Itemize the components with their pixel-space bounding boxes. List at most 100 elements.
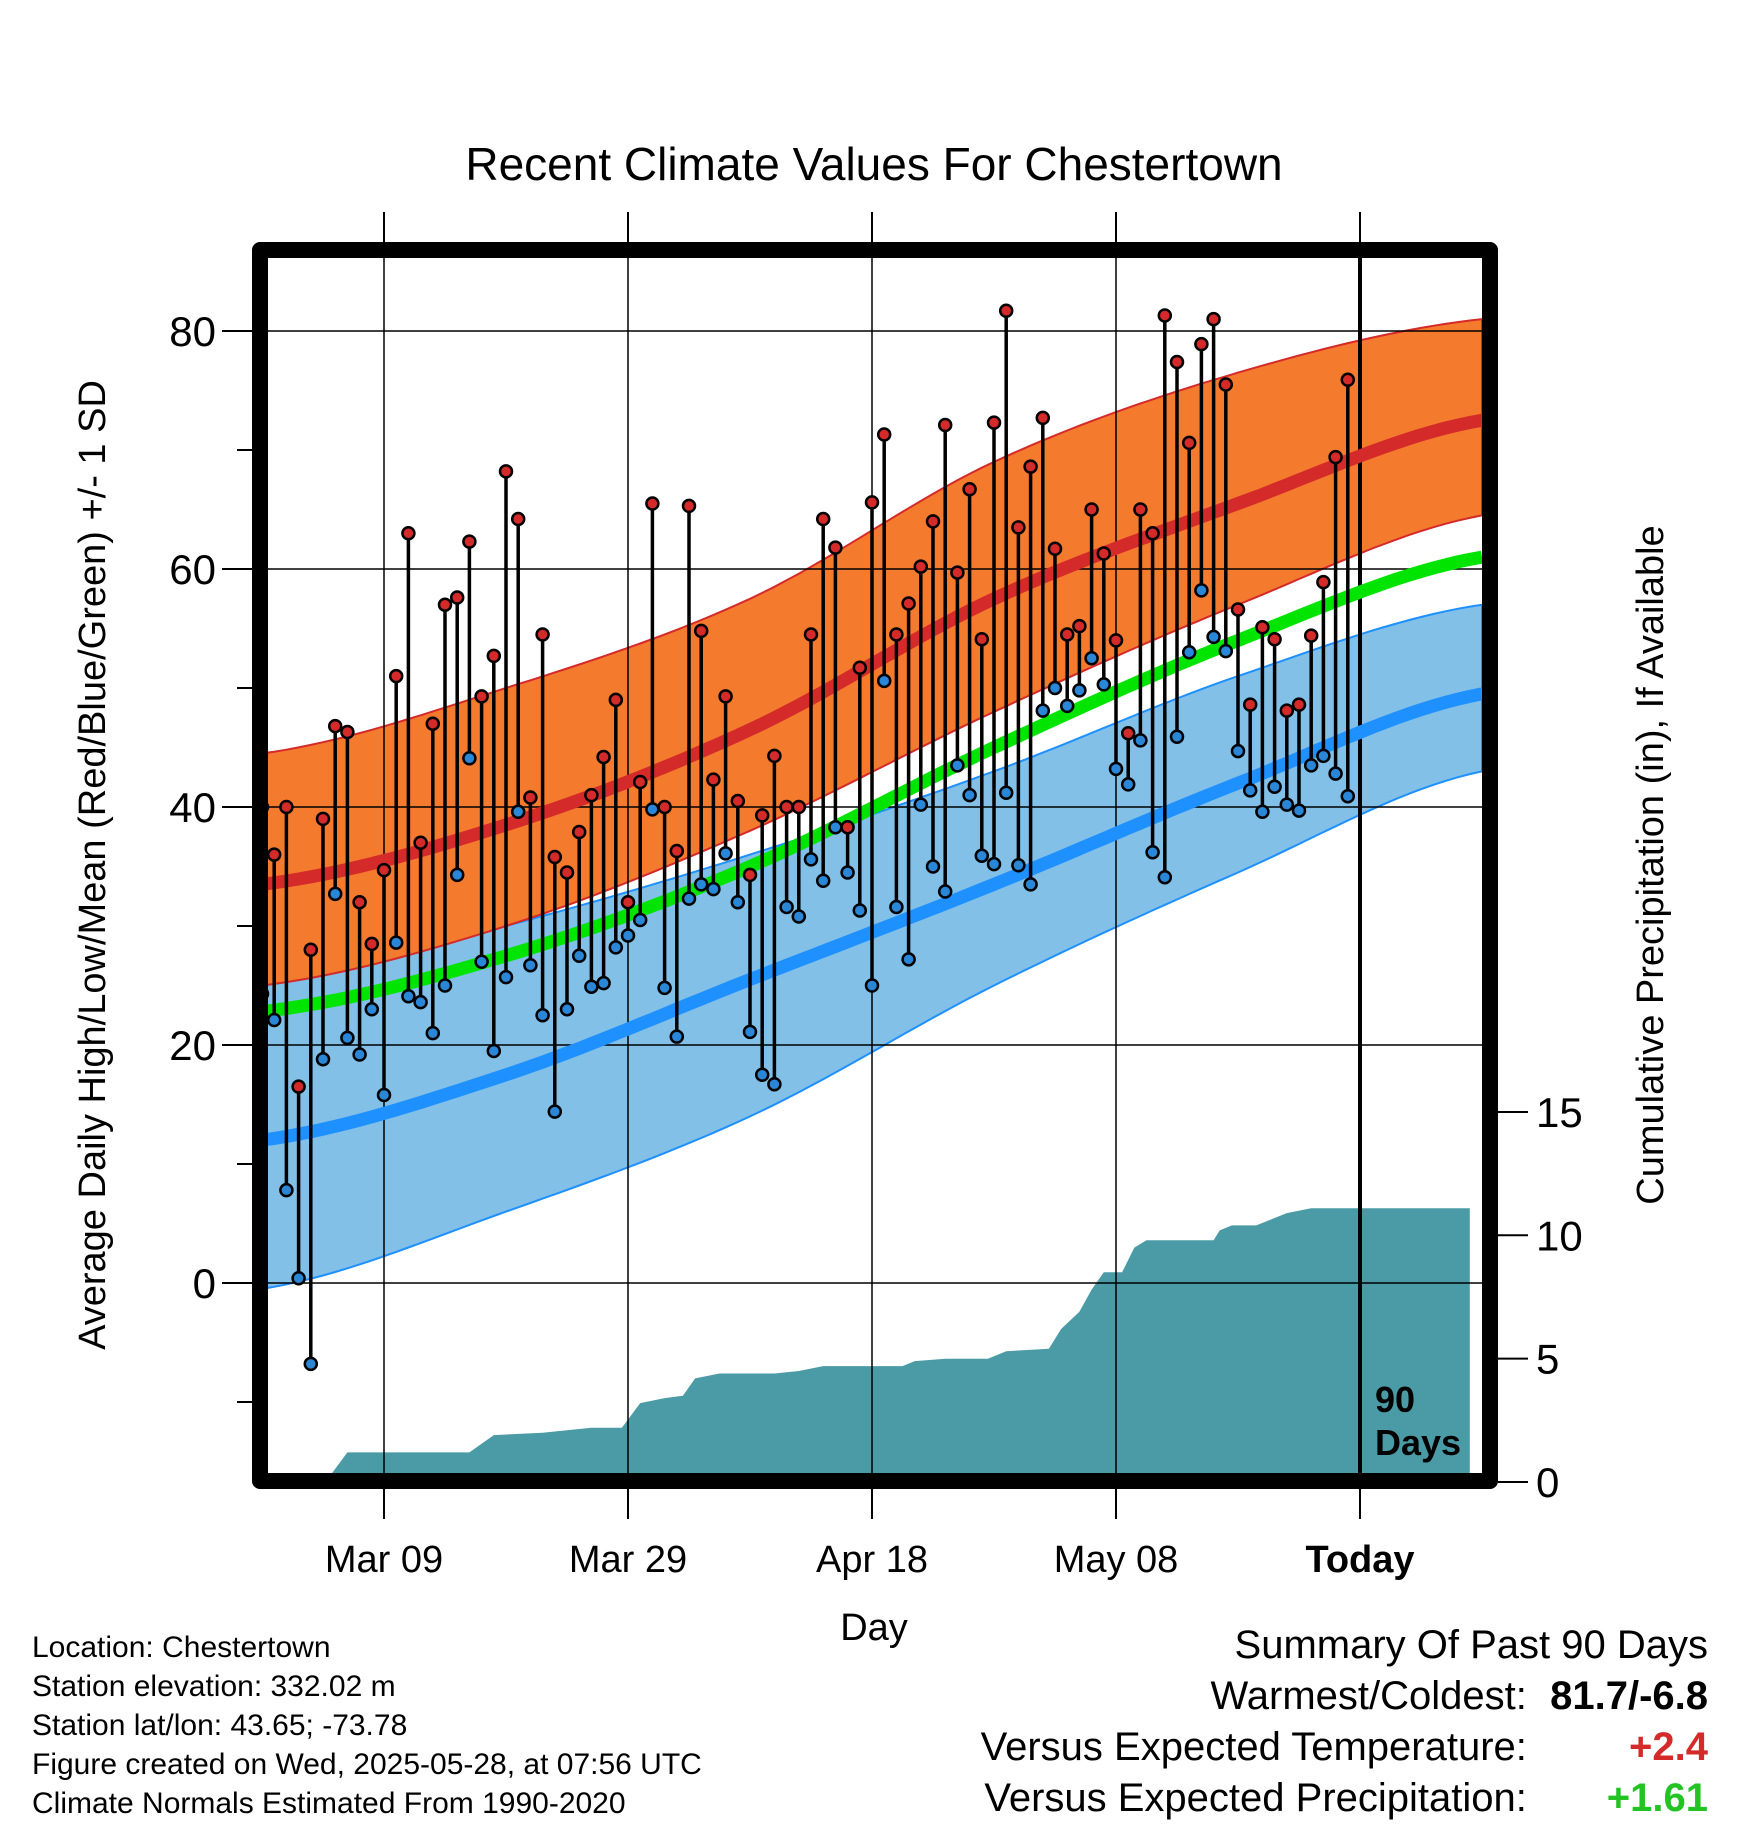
- high-point: [1084, 502, 1099, 517]
- high-point: [1145, 526, 1160, 541]
- low-point: [559, 1002, 575, 1017]
- high-point: [1157, 308, 1173, 323]
- low-point: [1059, 698, 1075, 714]
- normals-text: Climate Normals Estimated From 1990-2020: [32, 1787, 626, 1820]
- low-point: [1206, 629, 1221, 645]
- low-point: [535, 1008, 550, 1023]
- low-point: [291, 1270, 306, 1286]
- low-point: [498, 969, 514, 985]
- low-point: [327, 886, 343, 902]
- x-tick-label: Today: [1305, 1539, 1414, 1581]
- low-point: [523, 958, 538, 973]
- high-point: [364, 936, 380, 952]
- high-point: [1133, 502, 1148, 517]
- warmest-value: 81.7/-6.8: [1550, 1674, 1708, 1718]
- y2-axis-label: Cumulative Precipitation (in), If Availa…: [1630, 525, 1672, 1204]
- high-point: [974, 631, 990, 647]
- high-point: [1072, 618, 1087, 634]
- high-point: [632, 774, 648, 790]
- high-point: [327, 718, 343, 734]
- summary-panel: Summary Of Past 90 Days Warmest/Coldest:…: [981, 1620, 1708, 1824]
- low-point: [1267, 779, 1282, 795]
- summary-warmest-row: Warmest/Coldest: 81.7/-6.8: [981, 1671, 1709, 1722]
- low-point: [864, 978, 880, 993]
- plot-area: [254, 258, 1482, 1473]
- low-point: [401, 988, 416, 1004]
- low-point: [608, 940, 624, 955]
- high-point: [510, 511, 526, 527]
- low-point: [974, 848, 990, 864]
- high-point: [901, 596, 916, 611]
- low-point: [266, 1012, 282, 1028]
- high-point: [340, 724, 355, 740]
- y-tick-label: 60: [169, 546, 216, 593]
- low-point: [1169, 729, 1185, 745]
- high-point: [596, 749, 611, 765]
- high-point: [425, 716, 441, 731]
- high-point: [815, 511, 831, 527]
- low-point: [1218, 643, 1234, 659]
- high-point: [1169, 354, 1185, 370]
- high-point: [876, 427, 892, 442]
- low-point: [596, 975, 611, 991]
- low-point: [571, 948, 587, 963]
- high-point: [413, 835, 428, 850]
- high-point: [1303, 628, 1319, 643]
- elevation-text: Station elevation: 332.02 m: [32, 1670, 396, 1703]
- low-point: [364, 1002, 380, 1017]
- temp-value: +2.4: [1629, 1725, 1708, 1769]
- high-point: [523, 790, 538, 805]
- low-point: [913, 797, 929, 812]
- high-point: [730, 793, 746, 809]
- low-point: [962, 787, 977, 803]
- high-point: [559, 865, 575, 880]
- low-point: [279, 1182, 294, 1198]
- high-point: [889, 627, 904, 642]
- high-point: [657, 799, 672, 815]
- today-label-line2: Days: [1375, 1422, 1461, 1463]
- low-point: [303, 1356, 319, 1372]
- high-point: [1218, 377, 1234, 392]
- high-point: [535, 627, 550, 642]
- low-point: [1157, 869, 1173, 885]
- high-point: [498, 464, 514, 479]
- low-point: [1340, 789, 1356, 804]
- axes-frame: [252, 242, 1498, 1489]
- high-point: [754, 808, 770, 823]
- high-point: [1047, 541, 1063, 557]
- high-point: [291, 1079, 306, 1094]
- high-point: [486, 648, 502, 664]
- high-point: [998, 303, 1014, 319]
- high-point: [376, 862, 392, 878]
- high-point: [1267, 631, 1282, 647]
- high-point: [266, 847, 282, 862]
- y2-tick-label: 0: [1536, 1459, 1559, 1506]
- low-point: [669, 1029, 685, 1044]
- low-point: [803, 852, 819, 867]
- low-point: [828, 819, 843, 835]
- low-point: [584, 979, 599, 994]
- low-point: [1035, 703, 1051, 718]
- low-point: [376, 1087, 392, 1103]
- low-point: [681, 891, 697, 906]
- low-point: [413, 994, 428, 1010]
- high-point: [547, 849, 563, 865]
- low-point: [986, 856, 1002, 872]
- low-point: [779, 899, 794, 915]
- low-point: [657, 980, 672, 996]
- high-point: [584, 787, 599, 803]
- y-tick-label: 20: [169, 1022, 216, 1069]
- low-point: [1108, 761, 1124, 777]
- high-point: [1096, 546, 1112, 561]
- low-point: [1133, 733, 1148, 748]
- x-tick-label: Mar 09: [325, 1539, 443, 1581]
- x-tick-label: Mar 29: [569, 1539, 687, 1581]
- low-point: [1303, 758, 1319, 773]
- y-tick-label: 40: [169, 784, 216, 831]
- high-point: [864, 495, 880, 510]
- low-point: [998, 785, 1014, 800]
- low-point: [1011, 858, 1026, 873]
- low-point: [889, 899, 904, 915]
- high-point: [1023, 459, 1038, 474]
